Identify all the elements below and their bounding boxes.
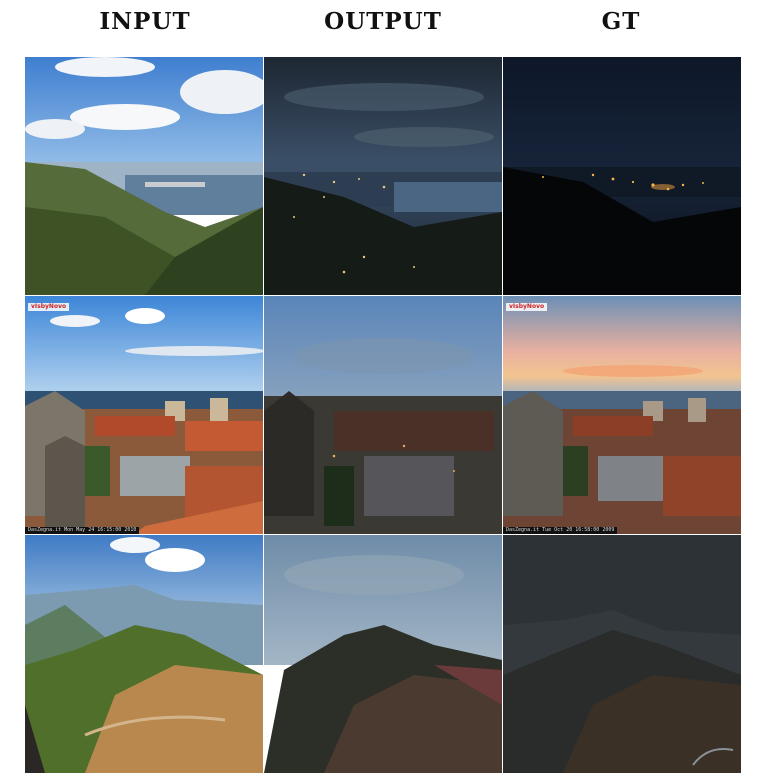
- row3-output-image: [264, 535, 502, 773]
- image-grid: vIsbyNovo DasZegna.it Mon May 24 16:15:0…: [25, 57, 741, 775]
- row1-gt-image: [503, 57, 741, 295]
- column-header-input: INPUT: [99, 8, 191, 35]
- row2-output-image: [264, 296, 502, 534]
- webcam-logo: vIsbyNovo: [28, 303, 70, 311]
- column-header-output: OUTPUT: [324, 8, 442, 35]
- row1-input-image: [25, 57, 263, 295]
- timestamp-gt: DasZegna.it Tue Oct 20 16:58:00 2009: [503, 527, 618, 534]
- row2-input-image: vIsbyNovo DasZegna.it Mon May 24 16:15:0…: [25, 296, 263, 534]
- column-header-gt: GT: [601, 8, 641, 35]
- row1-output-image: [264, 57, 502, 295]
- timestamp-input: DasZegna.it Mon May 24 16:15:00 2010: [25, 527, 140, 534]
- row2-gt-image: vIsbyNovo DasZegna.it Tue Oct 20 16:58:0…: [503, 296, 741, 534]
- row3-gt-image: [503, 535, 741, 773]
- webcam-logo-gt: vIsbyNovo: [506, 303, 548, 311]
- row3-input-image: [25, 535, 263, 773]
